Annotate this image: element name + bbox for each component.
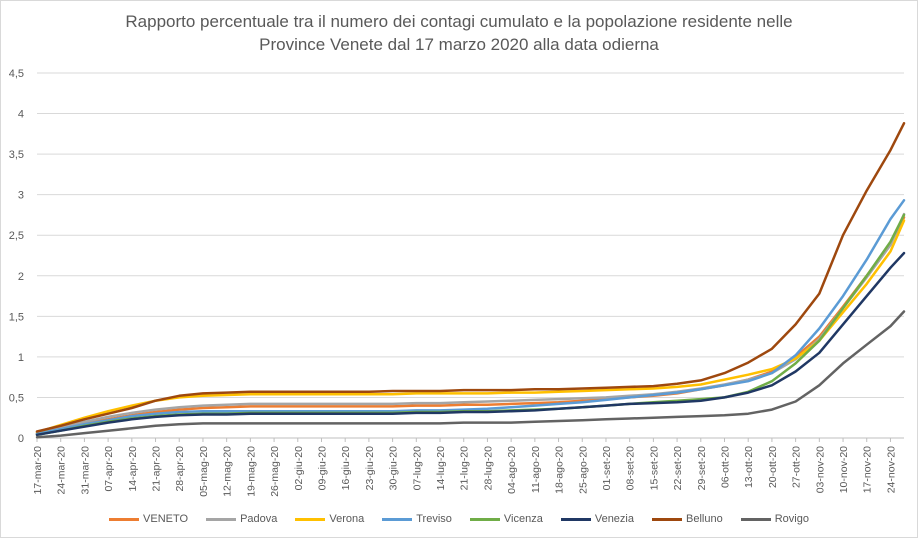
legend: VENETO Padova Verona Treviso Vicenza Venezia B… — [0, 510, 918, 528]
legend-swatch — [652, 517, 682, 521]
x-tick-label: 17-nov-20 — [862, 446, 874, 493]
x-tick-label: 11-ago-20 — [530, 446, 542, 493]
gridlines — [37, 72, 904, 439]
x-tick-label: 28-apr-20 — [174, 446, 186, 492]
legend-item-vicenza: Vicenza — [469, 513, 543, 525]
chart-title-line-2: Province Venete dal 17 marzo 2020 alla d… — [259, 35, 659, 54]
x-tick-label: 12-mag-20 — [222, 446, 234, 497]
x-tick-label: 19-mag-20 — [245, 446, 257, 497]
x-tick-label: 07-lug-20 — [411, 446, 423, 491]
x-tick-label: 30-giu-20 — [388, 446, 400, 491]
legend-label: Verona — [329, 513, 365, 525]
legend-swatch — [109, 517, 140, 521]
legend-label: Venezia — [594, 513, 634, 525]
legend-swatch — [469, 517, 500, 521]
y-axis: 0 0,5 1 1,5 2 2,5 3 3,5 4 4,5 — [9, 68, 24, 445]
x-tick-label: 23-giu-20 — [364, 446, 376, 491]
chart-title: Rapporto percentuale tra il numero dei c… — [0, 10, 918, 56]
x-tick-label: 25-ago-20 — [577, 446, 589, 494]
series-line-rovigo — [35, 310, 906, 439]
x-tick-label: 03-nov-20 — [814, 446, 826, 493]
legend-label: Rovigo — [774, 513, 809, 525]
x-tick-label: 05-mag-20 — [198, 446, 210, 497]
x-tick-label: 08-set-20 — [625, 446, 637, 491]
y-tick-label: 0 — [18, 433, 24, 445]
x-tick-label: 15-set-20 — [648, 446, 660, 491]
x-tick-label: 10-nov-20 — [838, 446, 850, 493]
legend-label: Belluno — [686, 513, 723, 525]
legend-item-venezia: Venezia — [560, 513, 634, 525]
legend-swatch — [382, 517, 413, 521]
x-tick-label: 21-apr-20 — [151, 446, 163, 492]
x-tick-label: 06-ott-20 — [720, 446, 732, 488]
legend-label: Padova — [240, 513, 278, 525]
x-tick-label: 14-lug-20 — [435, 446, 447, 491]
series-line-veneto — [35, 216, 906, 436]
x-tick-label: 21-lug-20 — [459, 446, 471, 491]
legend-item-treviso: Treviso — [382, 513, 452, 525]
x-tick-label: 09-giu-20 — [316, 446, 328, 491]
series-line-belluno — [35, 122, 906, 433]
y-tick-label: 2,5 — [9, 230, 24, 242]
x-tick-label: 02-giu-20 — [293, 446, 305, 491]
legend-label: Treviso — [416, 513, 452, 525]
x-tick-label: 04-ago-20 — [506, 446, 518, 494]
x-tick-label: 01-set-20 — [601, 446, 613, 491]
x-tick-label: 31-mar-20 — [79, 446, 91, 495]
legend-swatch — [206, 517, 237, 521]
x-tick-label: 17-mar-20 — [32, 446, 44, 495]
x-tick-label: 26-mag-20 — [269, 446, 281, 497]
legend-swatch — [295, 517, 326, 521]
x-tick-label: 29-set-20 — [696, 446, 708, 491]
series-lines — [35, 122, 906, 439]
x-tick-label: 22-set-20 — [672, 446, 684, 491]
x-tick-label: 18-ago-20 — [554, 446, 566, 494]
x-tick-label: 13-ott-20 — [743, 446, 755, 488]
y-tick-label: 2 — [18, 271, 24, 283]
legend-item-verona: Verona — [295, 513, 364, 525]
x-tick-label: 20-ott-20 — [767, 446, 779, 488]
y-tick-label: 1 — [18, 352, 24, 364]
chart-title-line-1: Rapporto percentuale tra il numero dei c… — [125, 12, 793, 31]
y-tick-label: 4 — [18, 109, 24, 121]
x-tick-label: 07-apr-20 — [103, 446, 115, 492]
legend-item-veneto: VENETO — [109, 513, 188, 525]
y-tick-label: 3,5 — [9, 149, 24, 161]
x-tick-label: 14-apr-20 — [127, 446, 139, 492]
legend-swatch — [560, 517, 591, 521]
legend-item-belluno: Belluno — [652, 513, 723, 525]
y-tick-label: 1,5 — [9, 311, 24, 323]
y-tick-label: 3 — [18, 190, 24, 202]
x-tick-label: 27-ott-20 — [791, 446, 803, 488]
series-line-verona — [35, 219, 906, 434]
y-tick-label: 4,5 — [9, 68, 24, 80]
legend-item-padova: Padova — [206, 513, 277, 525]
x-axis: 17-mar-20 24-mar-20 31-mar-20 07-apr-20 14-a… — [32, 438, 897, 497]
x-tick-label: 16-giu-20 — [340, 446, 352, 491]
series-line-venezia — [35, 251, 906, 437]
legend-label: VENETO — [143, 513, 189, 525]
y-tick-label: 0,5 — [9, 392, 24, 404]
legend-swatch — [740, 517, 771, 521]
x-tick-label: 24-nov-20 — [885, 446, 897, 493]
series-line-treviso — [35, 199, 906, 436]
x-tick-label: 24-mar-20 — [56, 446, 68, 495]
legend-item-rovigo: Rovigo — [740, 513, 809, 525]
x-tick-label: 28-lug-20 — [482, 446, 494, 491]
legend-label: Vicenza — [503, 513, 543, 525]
